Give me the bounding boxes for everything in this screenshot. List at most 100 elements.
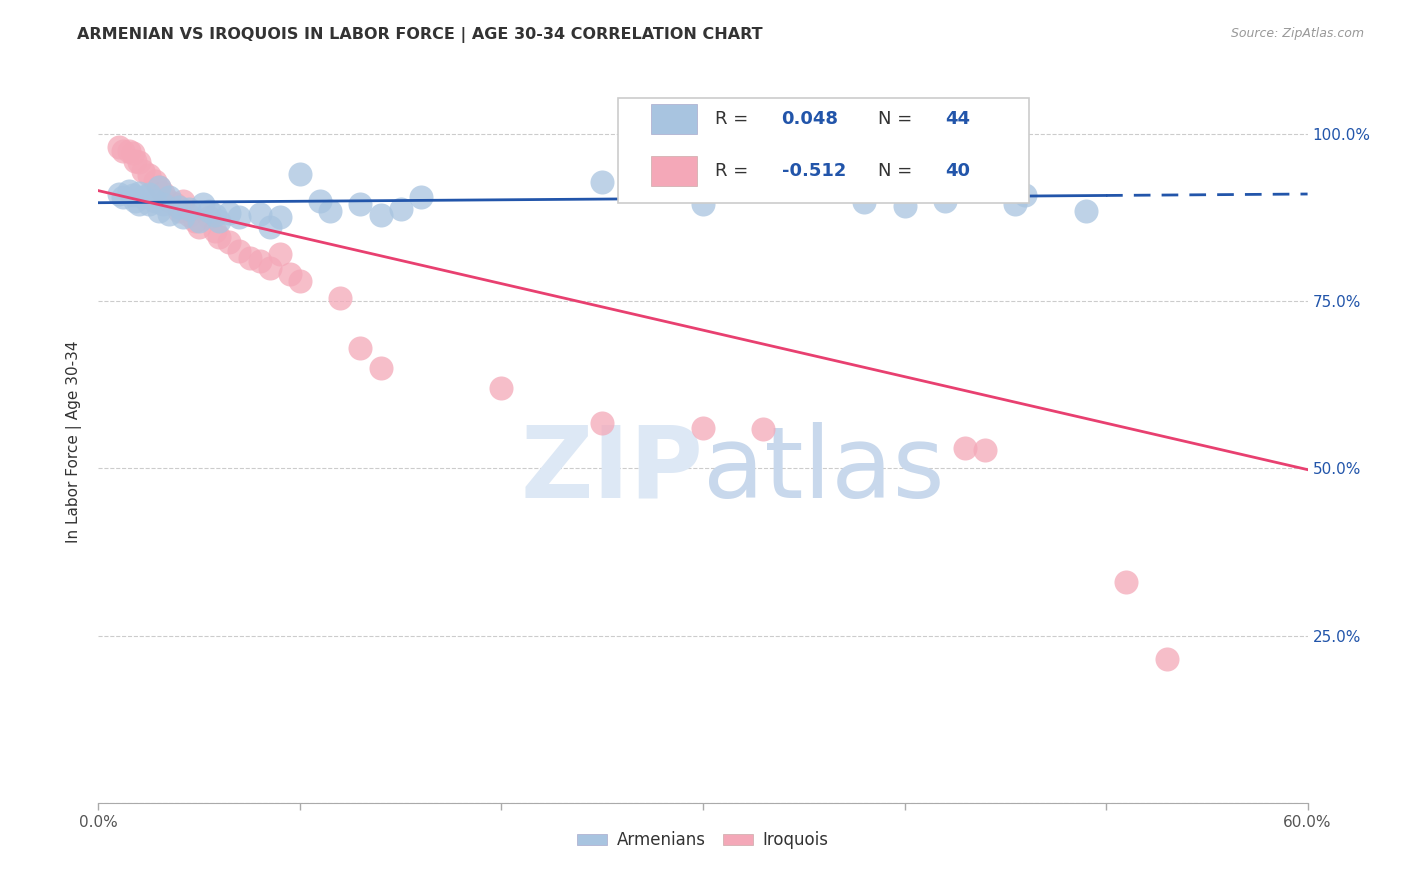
- FancyBboxPatch shape: [651, 104, 697, 135]
- Point: [198, 203, 221, 218]
- Point: [128, 155, 150, 169]
- Point: [188, 220, 211, 235]
- Point: [853, 195, 876, 210]
- Point: [692, 421, 714, 435]
- Point: [152, 197, 174, 211]
- Point: [370, 209, 392, 223]
- Point: [208, 214, 231, 228]
- Point: [239, 251, 262, 265]
- Point: [107, 187, 129, 202]
- Point: [218, 206, 240, 220]
- Point: [591, 175, 613, 189]
- Point: [172, 194, 194, 208]
- Text: 0.048: 0.048: [782, 111, 838, 128]
- Point: [1014, 188, 1036, 202]
- Text: N =: N =: [879, 162, 918, 180]
- Point: [278, 268, 301, 282]
- Point: [218, 235, 240, 250]
- Point: [152, 186, 174, 200]
- Point: [111, 190, 134, 204]
- Point: [107, 140, 129, 154]
- Text: ZIP: ZIP: [520, 422, 703, 519]
- Point: [228, 244, 250, 258]
- Point: [138, 187, 160, 202]
- Point: [208, 230, 231, 244]
- Point: [128, 197, 150, 211]
- Point: [249, 207, 271, 221]
- Point: [228, 211, 250, 225]
- Point: [167, 203, 190, 218]
- Text: ARMENIAN VS IROQUOIS IN LABOR FORCE | AGE 30-34 CORRELATION CHART: ARMENIAN VS IROQUOIS IN LABOR FORCE | AG…: [77, 27, 763, 43]
- Point: [179, 209, 201, 223]
- Text: R =: R =: [716, 162, 754, 180]
- Point: [349, 197, 371, 211]
- Point: [752, 423, 775, 437]
- Point: [121, 145, 143, 160]
- Point: [124, 153, 146, 168]
- Point: [193, 197, 215, 211]
- Point: [157, 207, 180, 221]
- Point: [138, 169, 160, 183]
- Point: [188, 214, 211, 228]
- Point: [329, 291, 352, 305]
- Point: [1074, 203, 1097, 218]
- Point: [269, 247, 291, 261]
- Point: [204, 209, 226, 223]
- Point: [389, 202, 412, 216]
- Point: [1115, 575, 1137, 590]
- Point: [288, 167, 311, 181]
- Point: [204, 224, 226, 238]
- Point: [184, 214, 207, 228]
- Point: [934, 194, 956, 208]
- Text: Source: ZipAtlas.com: Source: ZipAtlas.com: [1230, 27, 1364, 40]
- Point: [953, 442, 976, 455]
- Point: [163, 197, 186, 211]
- Point: [1004, 197, 1026, 211]
- Point: [288, 274, 311, 288]
- Point: [118, 144, 141, 158]
- Point: [893, 199, 915, 213]
- Point: [118, 184, 141, 198]
- Point: [148, 180, 170, 194]
- Text: 40: 40: [945, 162, 970, 180]
- Point: [132, 163, 155, 178]
- Point: [370, 361, 392, 376]
- Text: R =: R =: [716, 111, 754, 128]
- Point: [309, 194, 332, 208]
- Point: [124, 194, 146, 208]
- FancyBboxPatch shape: [619, 98, 1029, 203]
- Point: [148, 203, 170, 218]
- Point: [121, 188, 143, 202]
- Point: [148, 180, 170, 194]
- Point: [132, 190, 155, 204]
- Point: [138, 197, 160, 211]
- Point: [259, 260, 281, 275]
- Point: [692, 197, 714, 211]
- Point: [974, 442, 997, 457]
- Y-axis label: In Labor Force | Age 30-34: In Labor Force | Age 30-34: [66, 340, 83, 543]
- Point: [111, 144, 134, 158]
- Point: [172, 211, 194, 225]
- Point: [1156, 652, 1178, 666]
- Point: [143, 173, 166, 188]
- Point: [179, 202, 201, 216]
- Point: [167, 201, 190, 215]
- Legend: Armenians, Iroquois: Armenians, Iroquois: [571, 824, 835, 856]
- Point: [319, 203, 342, 218]
- Point: [491, 381, 513, 395]
- Point: [591, 416, 613, 430]
- Text: 44: 44: [945, 111, 970, 128]
- Point: [269, 211, 291, 225]
- Text: -0.512: -0.512: [782, 162, 846, 180]
- Text: atlas: atlas: [703, 422, 945, 519]
- Point: [249, 254, 271, 268]
- Point: [157, 190, 180, 204]
- Point: [349, 341, 371, 355]
- Point: [128, 186, 150, 200]
- FancyBboxPatch shape: [651, 156, 697, 186]
- Point: [409, 190, 432, 204]
- Point: [143, 194, 166, 208]
- Point: [157, 194, 180, 208]
- Point: [259, 220, 281, 235]
- Text: N =: N =: [879, 111, 918, 128]
